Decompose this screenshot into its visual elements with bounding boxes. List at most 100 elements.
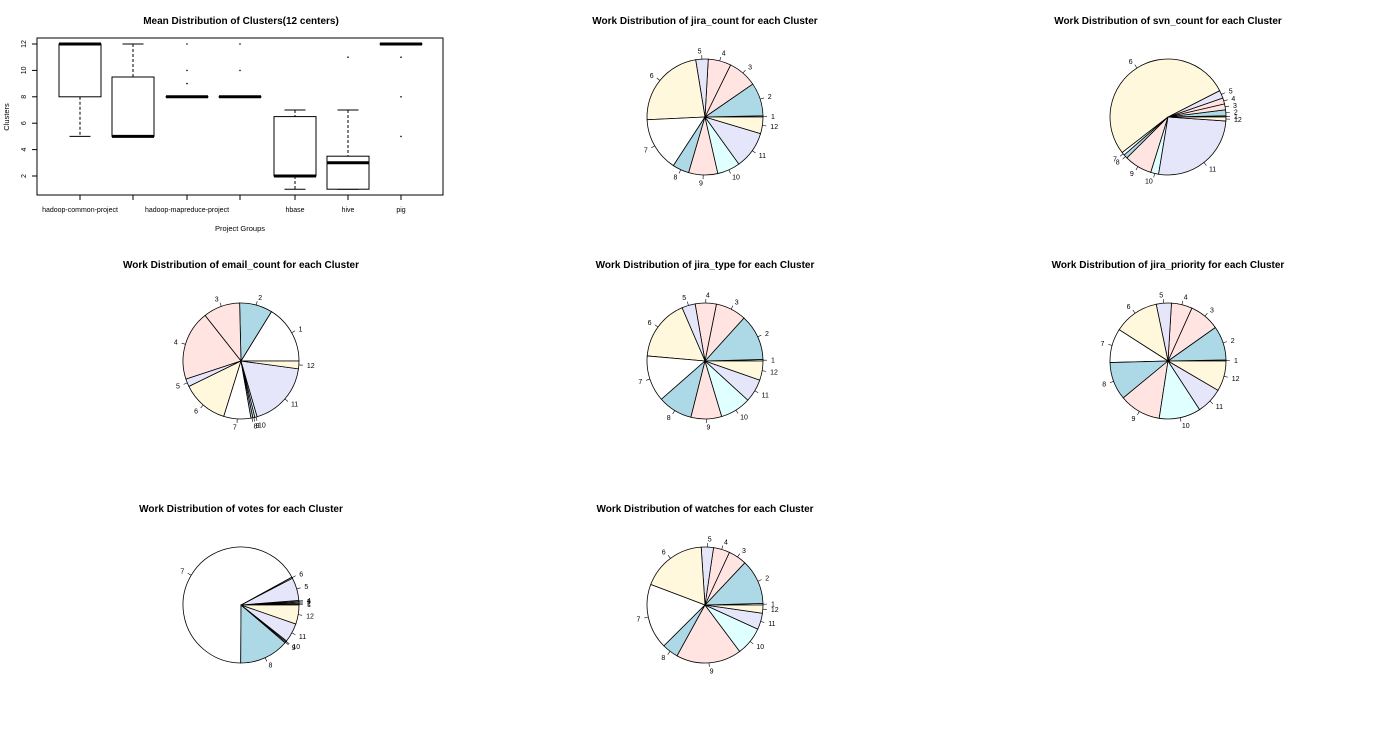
slice-leader (645, 378, 650, 381)
slice-label: 2 (765, 331, 769, 338)
slice-label: 5 (304, 584, 308, 591)
slice-label: 2 (1231, 338, 1235, 345)
x-tick-label: pig (396, 207, 405, 214)
slice-label: 4 (722, 51, 726, 58)
slice-label: 12 (771, 607, 779, 614)
box (58, 43, 102, 98)
slice-label: 3 (742, 548, 746, 555)
slice-label: 9 (699, 180, 703, 187)
slice-label: 6 (1129, 59, 1133, 66)
slice-leader (762, 370, 767, 372)
slice-leader (1179, 417, 1182, 422)
slice-label: 4 (1231, 96, 1235, 103)
slice-label: 7 (638, 379, 642, 386)
slice-leader (183, 382, 188, 385)
slice-label: 11 (762, 392, 769, 399)
y-tick-label: 10 (21, 66, 28, 74)
slice-label: 5 (1229, 89, 1233, 96)
slice-label: 8 (268, 663, 272, 670)
slice-label: 11 (299, 634, 306, 641)
slice-leader (1225, 105, 1230, 108)
slice-leader (291, 632, 296, 636)
box-group (111, 43, 155, 138)
pie-title: Work Distribution of jira_count for each… (592, 16, 818, 27)
pie-slice (1158, 116, 1227, 176)
pie-slice (676, 604, 741, 664)
slice-label: 2 (1234, 110, 1238, 117)
slice-label: 8 (661, 655, 665, 662)
slice-leader (672, 410, 676, 415)
slice-leader (719, 56, 722, 61)
slice-leader (1223, 99, 1228, 102)
slice-leader (654, 324, 659, 328)
slice-leader (219, 302, 222, 307)
pie-slice (182, 546, 293, 664)
slice-leader (1203, 162, 1207, 166)
slice-leader (292, 575, 296, 578)
pie-title: Work Distribution of email_count for eac… (123, 260, 359, 271)
y-tick-label: 2 (21, 174, 28, 178)
slice-label: 10 (740, 414, 748, 421)
slice-leader (1135, 166, 1139, 171)
boxplot-panel: Mean Distribution of Clusters(12 centers… (2, 16, 444, 233)
slice-leader (253, 417, 256, 422)
pie-title: Work Distribution of watches for each Cl… (596, 504, 813, 515)
x-tick-label: hbase (285, 207, 304, 214)
slice-label: 2 (768, 94, 772, 101)
slice-leader (1109, 381, 1114, 384)
slice-label: 12 (306, 613, 314, 620)
pie-slice (646, 116, 706, 167)
slice-leader (757, 579, 762, 582)
slice-label: 11 (1216, 404, 1223, 411)
slice-label: 6 (299, 571, 303, 578)
slice-label: 1 (771, 358, 775, 365)
box (111, 76, 155, 137)
slice-label: 1 (1234, 358, 1238, 365)
box-group (58, 42, 102, 137)
pie-chart: Work Distribution of jira_type for each … (596, 260, 815, 431)
slice-leader (187, 572, 192, 576)
slice-leader (1119, 153, 1124, 157)
pie-chart: Work Distribution of votes for each Clus… (139, 504, 343, 670)
slice-leader (742, 69, 746, 74)
slice-leader (754, 390, 759, 394)
slice-label: 6 (194, 409, 198, 416)
slice-label: 5 (682, 295, 686, 302)
slice-label: 12 (770, 370, 778, 377)
outlier-point (347, 56, 349, 58)
slice-label: 4 (1184, 294, 1188, 301)
slice-label: 10 (1145, 179, 1153, 186)
pie-chart: Work Distribution of svn_count for each … (1054, 16, 1282, 186)
pie-slice (1167, 116, 1227, 122)
slice-label: 3 (735, 300, 739, 307)
slice-leader (749, 641, 754, 645)
slice-label: 1 (307, 602, 311, 609)
pie-slice (1166, 360, 1227, 391)
slice-label: 11 (291, 402, 298, 409)
slice-label: 5 (708, 537, 712, 544)
slice-label: 10 (732, 175, 740, 182)
y-tick-label: 4 (21, 148, 28, 152)
slice-label: 10 (756, 644, 764, 651)
slice-label: 9 (256, 423, 260, 430)
pie-title: Work Distribution of jira_priority for e… (1052, 260, 1285, 271)
slice-leader (728, 169, 731, 174)
slice-label: 3 (1210, 308, 1214, 315)
slice-leader (667, 651, 671, 655)
pie-slice (650, 546, 706, 606)
slice-label: 9 (292, 645, 296, 652)
slice-label: 4 (307, 598, 311, 605)
box (273, 116, 317, 177)
slice-leader (752, 150, 756, 154)
y-tick-label: 8 (21, 95, 28, 99)
slice-leader (721, 545, 724, 550)
slice-leader (1181, 300, 1184, 305)
slice-leader (687, 301, 689, 306)
slice-label: 12 (307, 363, 315, 370)
slice-leader (1209, 400, 1214, 405)
slice-label: 7 (637, 616, 641, 623)
slice-label: 4 (174, 340, 178, 347)
box-group (218, 43, 262, 99)
slice-leader (667, 555, 671, 559)
